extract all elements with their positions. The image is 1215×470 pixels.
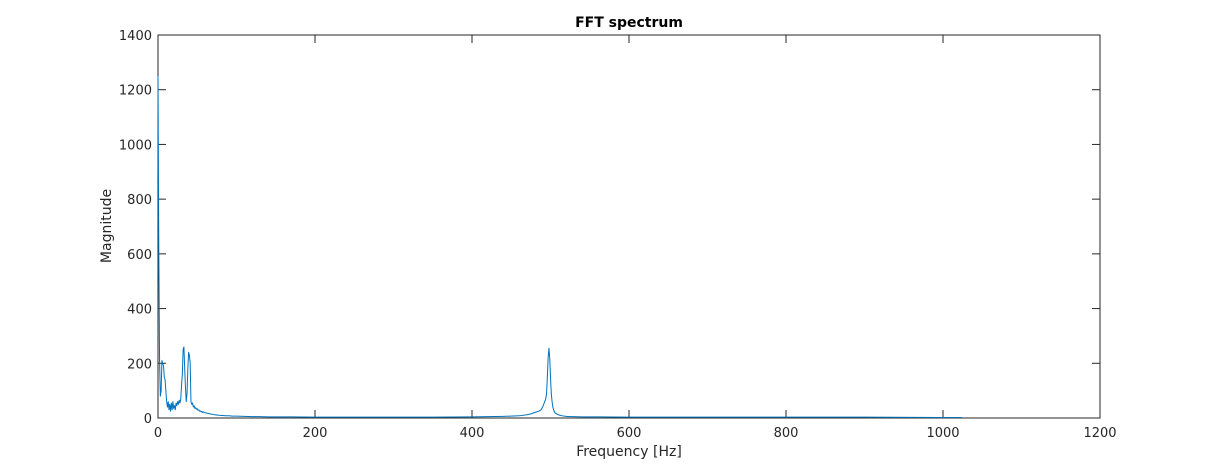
y-tick-label: 1000: [119, 138, 152, 153]
x-axis: 0 200 400 600 800 1000 1200: [154, 35, 1117, 441]
y-axis-label: Magnitude: [99, 189, 115, 263]
x-tick-label: 400: [460, 426, 485, 441]
x-tick-label: 200: [303, 426, 328, 441]
y-tick-label: 1400: [119, 29, 152, 44]
y-tick-label: 200: [127, 357, 152, 372]
y-tick-label: 0: [144, 412, 152, 427]
x-tick-label: 0: [154, 426, 162, 441]
x-tick-label: 600: [617, 426, 642, 441]
x-axis-label: Frequency [Hz]: [576, 444, 682, 460]
chart-title: FFT spectrum: [575, 15, 683, 31]
magnitude-series-line: [157, 76, 962, 418]
y-tick-label: 1200: [119, 84, 152, 99]
plot-area: [157, 34, 1101, 419]
y-axis: 0 200 400 600 800 1000 1200 1400: [119, 29, 1100, 427]
x-tick-label: 800: [774, 426, 799, 441]
y-tick-label: 400: [127, 303, 152, 318]
x-tick-label: 1000: [926, 426, 959, 441]
y-tick-label: 800: [127, 193, 152, 208]
y-tick-label: 600: [127, 248, 152, 263]
x-tick-label: 1200: [1083, 426, 1116, 441]
